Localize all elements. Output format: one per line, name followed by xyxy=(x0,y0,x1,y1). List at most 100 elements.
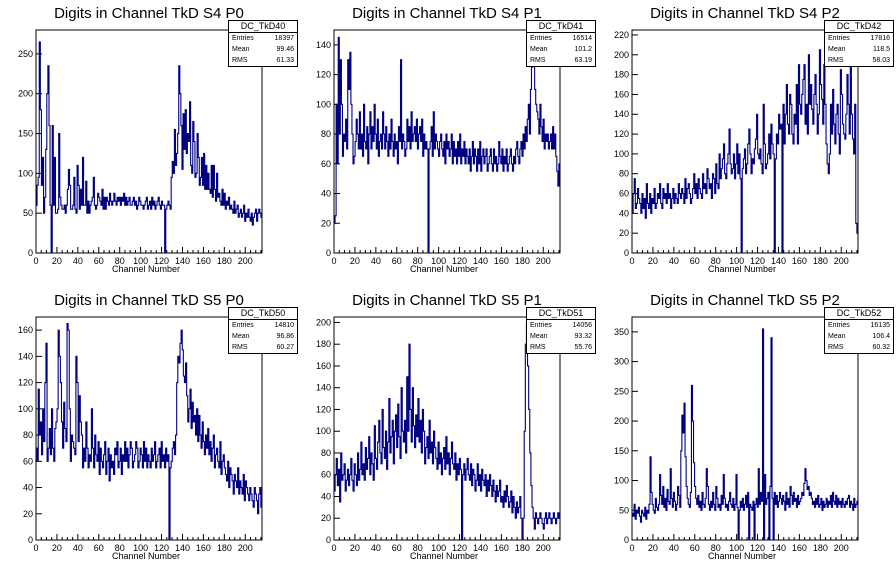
stats-value: 55.76 xyxy=(574,344,592,351)
stats-box: DC_TkD50 Entries 14810 Mean 96.86 RMS 60.27 xyxy=(228,307,298,354)
x-tick-label: 200 xyxy=(834,256,849,266)
x-tick-label: 80 xyxy=(413,543,423,553)
y-tick-label: 20 xyxy=(619,228,629,238)
histogram-series xyxy=(632,49,858,254)
x-tick-label: 0 xyxy=(629,256,634,266)
y-tick-label: 100 xyxy=(18,168,33,178)
x-axis-label: Channel Number xyxy=(111,264,180,274)
y-tick-label: 40 xyxy=(23,483,33,493)
x-axis-label: Channel Number xyxy=(409,551,478,561)
x-tick-label: 160 xyxy=(196,543,211,553)
y-tick-label: 150 xyxy=(614,446,629,456)
stats-value: 58.03 xyxy=(872,57,890,64)
y-tick-label: 180 xyxy=(614,70,629,80)
x-axis-label: Channel Number xyxy=(409,264,478,274)
x-tick-label: 60 xyxy=(690,256,700,266)
histogram-pad: 0 50 100 150 200 250 0 20 40 60 80 100 120 140 160 180 2… xyxy=(0,0,298,287)
y-tick-label: 100 xyxy=(614,149,629,159)
stats-label: RMS xyxy=(232,57,248,64)
x-tick-label: 0 xyxy=(33,543,38,553)
x-tick-label: 60 xyxy=(690,543,700,553)
stats-label: Entries xyxy=(828,35,850,42)
histogram-pad: 0 20 40 60 80 100 120 140 160 180 200 220 0 20 40 60 80 1… xyxy=(596,0,894,287)
y-tick-label: 120 xyxy=(316,70,331,80)
x-tick-label: 120 xyxy=(154,256,169,266)
y-tick-label: 300 xyxy=(614,357,629,367)
stats-hist-name: DC_TkD50 xyxy=(229,308,297,320)
histogram-series xyxy=(334,36,560,254)
y-tick-label: 150 xyxy=(18,129,33,139)
stats-value: 106.4 xyxy=(872,333,890,340)
histogram-pad: 0 50 100 150 200 250 300 350 0 20 40 60 80 100 120 140 1… xyxy=(596,287,894,574)
x-axis-label: Channel Number xyxy=(111,551,180,561)
histogram-title: Digits in Channel TkD S4 P0 xyxy=(54,5,244,22)
y-tick-label: 0 xyxy=(326,535,331,545)
x-tick-label: 120 xyxy=(452,256,467,266)
x-tick-label: 20 xyxy=(350,543,360,553)
stats-label: RMS xyxy=(232,344,248,351)
stats-label: RMS xyxy=(530,344,546,351)
x-tick-label: 80 xyxy=(711,543,721,553)
plot-frame xyxy=(35,29,263,254)
x-tick-label: 120 xyxy=(154,543,169,553)
x-tick-label: 140 xyxy=(473,543,488,553)
histogram-plot: 0 20 40 60 80 100 120 140 160 0 20 40 60 80 100 120 140 1… xyxy=(18,316,263,553)
y-tick-label: 0 xyxy=(28,535,33,545)
plot-frame xyxy=(35,316,263,541)
y-tick-label: 80 xyxy=(321,129,331,139)
stats-row-rms: RMS 60.27 xyxy=(229,342,297,353)
stats-row-entries: Entries 14810 xyxy=(229,320,297,331)
x-tick-label: 100 xyxy=(729,543,744,553)
y-tick-label: 140 xyxy=(316,383,331,393)
x-tick-label: 180 xyxy=(813,543,828,553)
stats-row-mean: Mean 101.2 xyxy=(527,44,595,55)
x-tick-label: 60 xyxy=(392,256,402,266)
stats-value: 96.86 xyxy=(276,333,294,340)
plot-frame xyxy=(333,316,561,541)
stats-box: DC_TkD40 Entries 18397 Mean 99.46 RMS 61.33 xyxy=(228,20,298,67)
y-tick-label: 80 xyxy=(619,169,629,179)
y-tick-label: 180 xyxy=(316,339,331,349)
stats-row-entries: Entries 14056 xyxy=(527,320,595,331)
x-tick-label: 120 xyxy=(750,256,765,266)
x-tick-label: 40 xyxy=(371,543,381,553)
x-tick-label: 20 xyxy=(350,256,360,266)
stats-label: Entries xyxy=(232,322,254,329)
x-tick-label: 200 xyxy=(834,543,849,553)
y-tick-label: 60 xyxy=(619,189,629,199)
stats-label: Mean xyxy=(232,46,250,53)
x-tick-label: 60 xyxy=(94,543,104,553)
x-tick-label: 180 xyxy=(217,256,232,266)
plot-frame xyxy=(333,29,561,254)
stats-row-mean: Mean 96.86 xyxy=(229,331,297,342)
x-tick-label: 140 xyxy=(175,543,190,553)
stats-row-mean: Mean 99.46 xyxy=(229,44,297,55)
x-tick-label: 60 xyxy=(392,543,402,553)
y-tick-label: 100 xyxy=(316,99,331,109)
x-tick-label: 100 xyxy=(431,543,446,553)
y-tick-label: 160 xyxy=(614,89,629,99)
stats-label: Mean xyxy=(828,46,846,53)
stats-row-entries: Entries 18397 xyxy=(229,33,297,44)
y-tick-label: 0 xyxy=(624,535,629,545)
stats-label: Entries xyxy=(530,322,552,329)
x-tick-label: 120 xyxy=(750,543,765,553)
stats-label: Mean xyxy=(828,333,846,340)
stats-value: 61.33 xyxy=(276,57,294,64)
x-tick-label: 100 xyxy=(729,256,744,266)
histogram-plot: 0 20 40 60 80 100 120 140 0 20 40 60 80 100 120 140 160 1… xyxy=(316,29,561,266)
y-tick-label: 50 xyxy=(23,208,33,218)
stats-label: Mean xyxy=(232,333,250,340)
x-tick-label: 120 xyxy=(452,543,467,553)
stats-row-mean: Mean 106.4 xyxy=(825,331,893,342)
stats-row-rms: RMS 61.33 xyxy=(229,55,297,66)
stats-value: 99.46 xyxy=(276,46,294,53)
x-tick-label: 180 xyxy=(217,543,232,553)
stats-hist-name: DC_TkD51 xyxy=(527,308,595,320)
stats-value: 17816 xyxy=(870,35,890,42)
stats-row-rms: RMS 63.19 xyxy=(527,55,595,66)
y-tick-label: 160 xyxy=(18,325,33,335)
x-tick-label: 80 xyxy=(115,543,125,553)
stats-label: RMS xyxy=(530,57,546,64)
stats-hist-name: DC_TkD52 xyxy=(825,308,893,320)
